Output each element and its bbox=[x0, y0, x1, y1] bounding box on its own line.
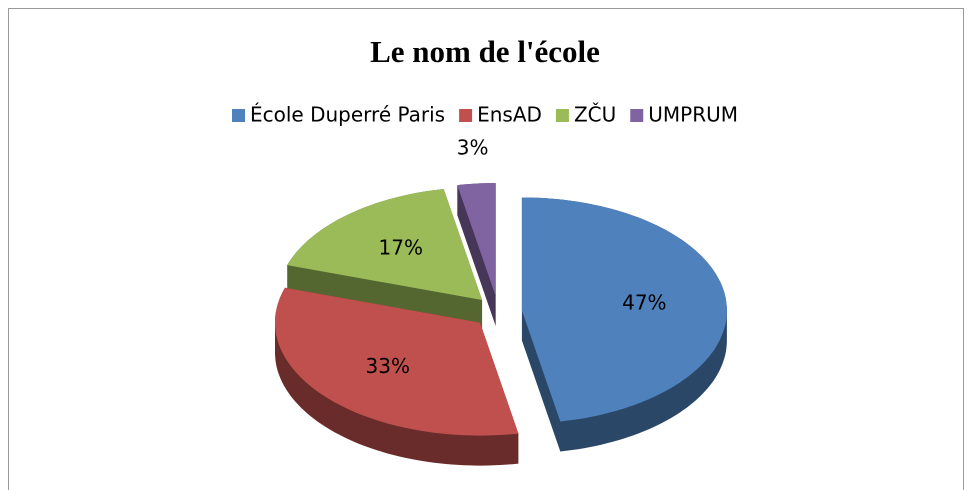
data-label: 33% bbox=[366, 354, 410, 378]
legend-swatch bbox=[459, 109, 473, 122]
slice bbox=[287, 189, 483, 300]
legend-label: ZČU bbox=[574, 103, 616, 127]
data-label: 17% bbox=[379, 236, 423, 260]
legend-label: UMPRUM bbox=[648, 103, 738, 127]
slice bbox=[521, 197, 727, 422]
slice bbox=[275, 287, 519, 436]
legend-label: École Duperré Paris bbox=[250, 103, 445, 127]
data-label: 3% bbox=[457, 136, 489, 160]
data-label: 47% bbox=[622, 291, 666, 315]
legend-swatch bbox=[555, 109, 569, 122]
legend-swatch bbox=[630, 109, 644, 122]
slice bbox=[457, 183, 496, 297]
legend-label: EnsAD bbox=[477, 103, 542, 127]
chart-title: Le nom de l'école bbox=[370, 34, 600, 69]
legend-swatch bbox=[232, 109, 245, 122]
